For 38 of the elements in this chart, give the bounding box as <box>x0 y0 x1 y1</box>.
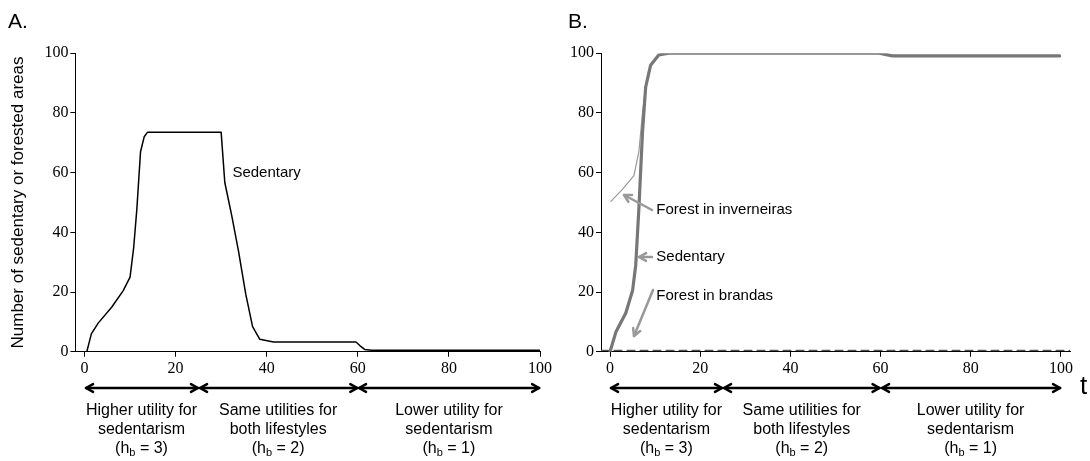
x-tick-label: 80 <box>440 358 457 376</box>
y-axis-title: Number of sedentary or forested areas <box>7 56 27 349</box>
chart-title: B. <box>568 9 588 33</box>
x-tick-label: 40 <box>782 358 799 376</box>
x-tick-label: 20 <box>692 358 709 376</box>
text: Lower utility for sedentarism (h$_{b}$ = 1) <box>394 400 504 458</box>
x-tick-label: 60 <box>349 358 366 376</box>
text: Same utilities for both lifestyles (h$_{b}$ = 2) <box>219 401 338 458</box>
x-tick-label: 100 <box>1048 358 1073 376</box>
y-tick-label: 100 <box>570 43 594 61</box>
x-tick-label: 0 <box>606 358 615 376</box>
chart-title: A. <box>8 9 28 33</box>
x-tick-label: 20 <box>167 358 184 376</box>
y-tick-label: 20 <box>52 282 69 300</box>
text: Lower utility for sedentarism (h$_{b}$ = 1) <box>915 400 1026 458</box>
annotation: Sedentary <box>232 162 302 180</box>
y-tick-label: 40 <box>578 222 594 240</box>
text: Higher utility for sedentarism (h$_{b}$ = 3) <box>84 400 199 458</box>
y-tick-label: 60 <box>52 162 69 180</box>
annotation: Forest in inverneiras <box>656 199 793 217</box>
y-tick-label: 80 <box>578 103 594 121</box>
x-axis-title: t <box>1080 370 1088 401</box>
text: Higher utility for sedentarism (h$_{b}$ = 3) <box>609 400 723 458</box>
text: Same utilities for both lifestyles (h$_{b}$ = 2) <box>742 401 861 458</box>
x-tick-label: 0 <box>80 358 89 376</box>
y-tick-label: 80 <box>52 103 69 121</box>
x-tick-label: 80 <box>962 358 979 376</box>
y-tick-label: 0 <box>60 342 69 359</box>
x-tick-label: 40 <box>258 358 275 376</box>
x-tick-label: 100 <box>528 358 552 376</box>
y-tick-label: 40 <box>52 222 69 240</box>
x-tick-label: 60 <box>872 358 889 376</box>
y-tick-label: 100 <box>44 43 69 61</box>
annotation: Forest in brandas <box>656 285 774 303</box>
y-tick-label: 0 <box>586 342 594 359</box>
y-tick-label: 20 <box>578 282 594 300</box>
y-tick-label: 60 <box>578 162 594 180</box>
annotation: Sedentary <box>656 246 726 264</box>
